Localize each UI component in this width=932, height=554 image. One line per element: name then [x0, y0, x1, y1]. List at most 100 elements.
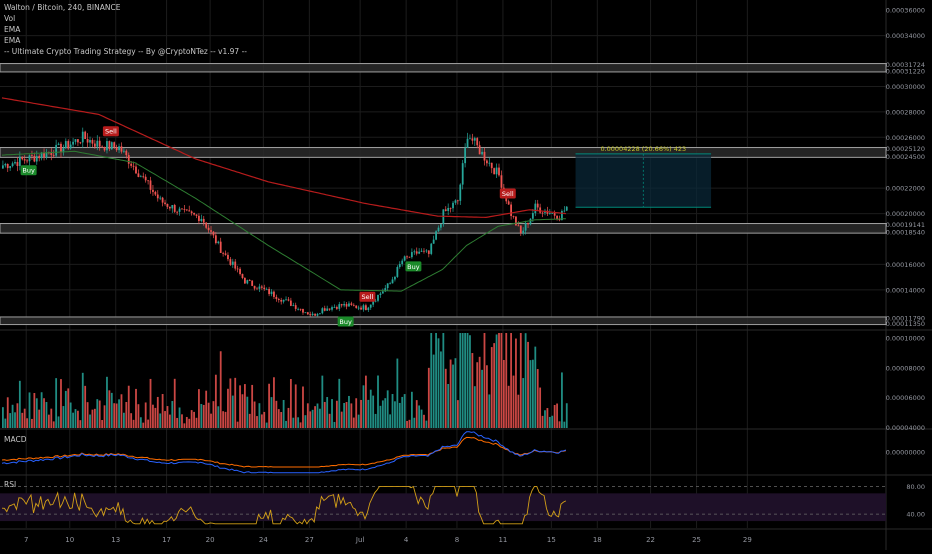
volume-bar: [123, 412, 125, 428]
volume-bar: [161, 394, 164, 428]
volume-bar: [524, 333, 527, 428]
candle-body: [287, 299, 290, 301]
candle-body: [372, 301, 375, 305]
indicator-strategy-label[interactable]: -- Ultimate Crypto Trading Strategy -- B…: [4, 47, 247, 56]
indicator-vol-label[interactable]: Vol: [4, 14, 16, 23]
volume-bar: [152, 404, 154, 428]
candle-body: [478, 145, 481, 155]
candle-body: [389, 283, 391, 285]
candle-body: [500, 175, 503, 188]
candle-body: [205, 222, 208, 228]
volume-bar: [357, 414, 360, 428]
candle-body: [476, 138, 479, 146]
time-tick-label: 18: [593, 536, 602, 544]
candle-body: [335, 307, 338, 309]
volume-bar: [40, 392, 43, 428]
sell-signal-text: Sell: [362, 293, 374, 301]
candle-body: [531, 213, 534, 219]
volume-bar: [207, 402, 210, 428]
volume-bar: [413, 417, 416, 428]
candle-body: [425, 250, 428, 252]
candle-body: [212, 231, 215, 236]
price-tick-label: 0.00031724: [886, 61, 925, 69]
price-tick-label: 0.00011350: [886, 320, 925, 328]
sell-signal-box: [359, 291, 376, 302]
volume-bar: [558, 421, 561, 428]
time-tick-label: 17: [162, 536, 171, 544]
price-tick-label: 0.00030000: [886, 83, 925, 91]
indicator-ema2-label[interactable]: EMA: [4, 36, 21, 45]
volume-bar: [502, 359, 505, 428]
candle-body: [488, 162, 491, 164]
candle-body: [176, 211, 179, 213]
volume-bar: [260, 414, 263, 428]
candle-body: [345, 304, 348, 307]
volume-bar: [67, 388, 70, 428]
candle-body: [517, 225, 520, 227]
candle-body: [18, 156, 21, 166]
candle-body: [127, 155, 130, 164]
volume-bar: [343, 403, 346, 428]
volume-bar: [435, 333, 437, 428]
volume-bar: [2, 407, 4, 428]
volume-bar: [239, 385, 241, 428]
volume-bar: [440, 351, 442, 428]
volume-bar: [156, 396, 159, 428]
sr-zone-3: [0, 316, 887, 326]
candle-body: [222, 252, 225, 254]
grid-lines: [0, 0, 886, 528]
candle-body: [210, 230, 212, 232]
candle-body: [522, 230, 525, 234]
candle-body: [43, 152, 45, 158]
volume-bar: [93, 408, 96, 428]
candle-body: [2, 165, 4, 169]
volume-bar: [478, 356, 481, 428]
candle-body: [161, 197, 164, 203]
candle-body: [534, 203, 537, 214]
indicator-ema-label[interactable]: EMA: [4, 25, 21, 34]
price-tick-label: 0.00016000: [886, 261, 925, 269]
candles: [2, 127, 568, 317]
time-tick-label: 24: [259, 536, 268, 544]
volume-bar: [69, 402, 72, 428]
volume-bar: [108, 390, 111, 428]
candle-body: [355, 305, 358, 308]
volume-bar: [195, 417, 198, 428]
candle-body: [156, 194, 159, 199]
candle-body: [181, 208, 183, 210]
volume-bar: [394, 401, 396, 428]
candle-body: [471, 138, 474, 141]
candle-body: [270, 291, 273, 295]
volume-bar: [246, 396, 249, 428]
volume-bar: [386, 390, 389, 428]
volume-bar: [164, 411, 166, 428]
candle-body: [241, 274, 244, 278]
candle-body: [394, 276, 396, 280]
ema-short-line: [1, 150, 566, 292]
price-tick-label: 0.00014000: [886, 286, 925, 294]
volume-bar: [553, 404, 556, 428]
candle-body: [231, 261, 234, 265]
candle-body: [101, 146, 104, 148]
candle-body: [464, 147, 467, 164]
volume-bar: [352, 417, 355, 428]
candle-body: [93, 143, 96, 147]
candle-body: [418, 251, 421, 254]
time-tick-label: 11: [498, 536, 507, 544]
price-tick-label: 0.00011790: [886, 314, 925, 322]
volume-bar: [360, 399, 362, 428]
volume-bar: [18, 380, 21, 428]
sell-signal-text: Sell: [502, 190, 514, 198]
volume-bar: [248, 413, 251, 428]
candle-body: [173, 205, 176, 212]
candle-body: [374, 300, 377, 302]
volume-bar: [350, 403, 353, 428]
volume-bar: [229, 378, 232, 428]
volume-bar: [110, 392, 113, 428]
volume-bar: [142, 422, 145, 428]
volume-bar: [168, 414, 171, 428]
volume-bar: [534, 346, 537, 428]
volume-bar: [449, 359, 452, 428]
